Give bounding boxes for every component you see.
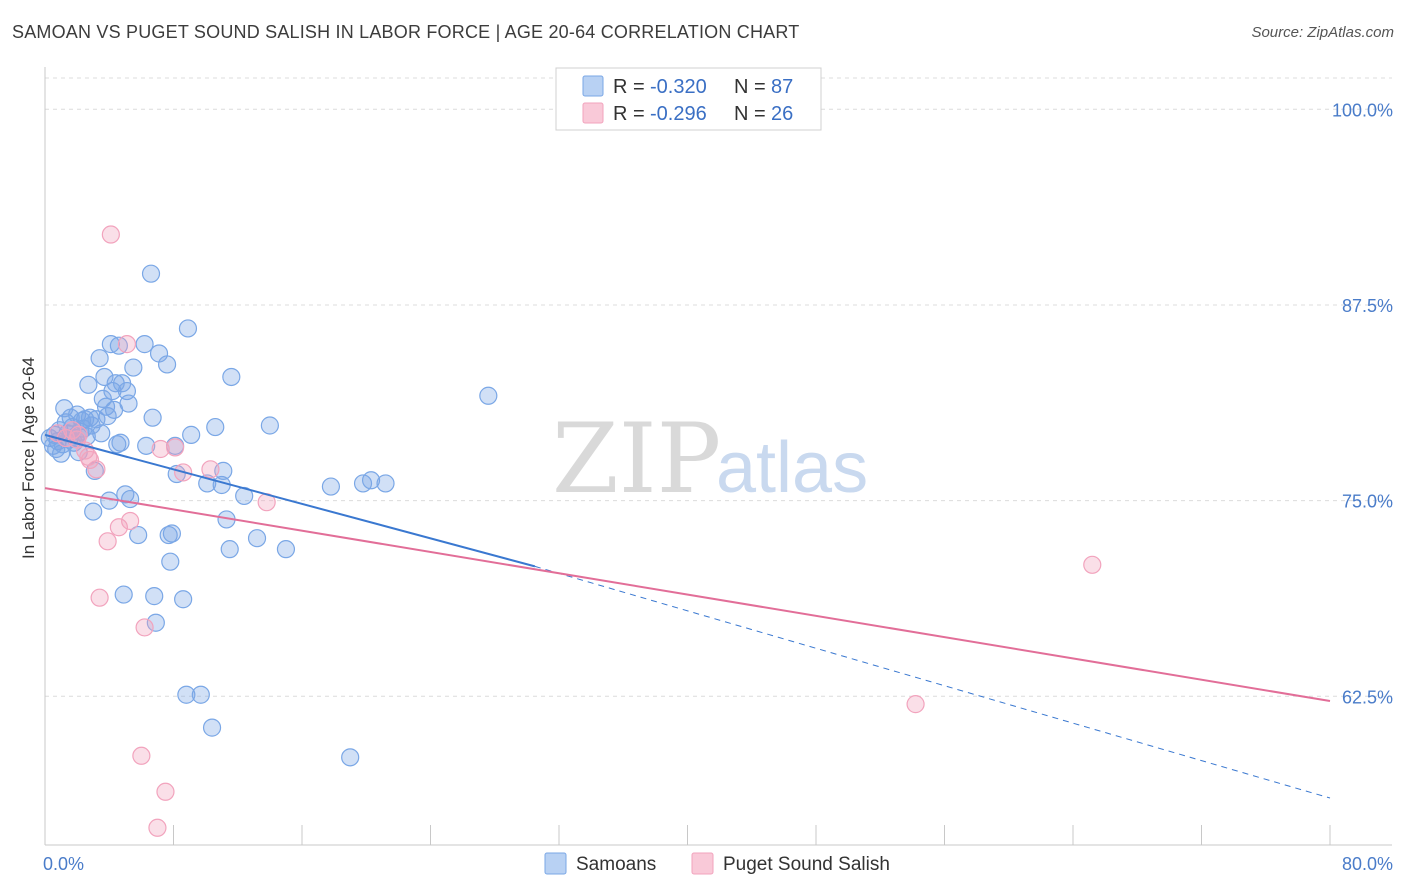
point-samoans-71 [206,417,225,437]
y-tick-labels: 62.5% 75.0% 87.5% 100.0% [1332,100,1393,707]
point-samoans-32 [95,367,114,387]
legend-r-value-2: -0.296 [650,103,707,125]
bottom-legend-swatch-samoans [544,852,567,875]
point-puget-4 [69,425,88,444]
point-samoans-49 [124,358,143,377]
point-samoans-30 [92,424,111,443]
trend-line-samoans [44,433,536,568]
point-samoans-29 [90,349,109,368]
point-puget-20 [166,438,185,457]
point-samoans-23 [79,375,98,394]
point-samoans-51 [135,335,154,354]
point-samoans-53 [141,264,161,283]
bottom-legend-puget: Puget Sound Salish [723,854,890,875]
point-samoans-70 [202,718,222,737]
point-puget-8 [87,460,106,479]
point-puget-25 [1083,555,1102,574]
bottom-legend-samoans: Samoans [576,854,656,875]
point-samoans-65 [177,685,196,704]
point-puget-9 [90,588,109,607]
chart-title: SAMOAN VS PUGET SOUND SALISH IN LABOR FO… [12,22,800,42]
watermark-atlas: atlas [716,428,868,508]
bottom-legend-swatch-puget [691,852,714,875]
legend-n-value-1: 87 [771,76,793,98]
point-puget-14 [121,511,140,531]
point-samoans-82 [341,748,360,767]
watermark: ZIP atlas [552,403,868,515]
x-tick-labels: 0.0% 80.0% [43,854,1393,874]
point-samoans-48 [121,489,140,509]
legend-n-value-2: 26 [771,103,793,125]
point-samoans-84 [361,471,381,490]
point-samoans-50 [129,525,148,545]
point-puget-7 [80,450,100,470]
point-samoans-66 [178,319,198,338]
y-tick-label-3: 100.0% [1332,100,1393,120]
point-samoans-52 [137,436,156,455]
point-puget-22 [201,460,220,479]
point-samoans-85 [376,474,395,493]
point-samoans-54 [143,408,162,427]
point-puget-15 [132,746,151,765]
grid-lines [45,77,1392,697]
point-samoans-47 [119,394,138,413]
axes [44,67,1392,846]
point-samoans-75 [220,540,239,559]
legend-swatch-puget [582,102,604,124]
x-tick-label-1: 80.0% [1342,854,1393,874]
trend-line-puget [44,487,1331,702]
point-samoans-78 [247,529,267,548]
point-samoans-61 [162,524,181,543]
point-puget-19 [156,782,175,801]
point-samoans-60 [161,552,180,571]
y-axis-label: In Labor Force | Age 20-64 [19,357,38,559]
point-samoans-67 [182,425,201,444]
point-samoans-55 [145,587,164,606]
point-puget-12 [109,518,128,537]
legend-r-label-1: R = [613,76,645,98]
point-samoans-76 [222,367,241,387]
point-samoans-68 [191,685,210,704]
point-samoans-56 [146,613,165,632]
legend-r-value-1: -0.320 [650,76,707,98]
point-samoans-28 [87,410,106,429]
point-samoans-79 [260,416,279,435]
y-tick-label-2: 87.5% [1342,296,1393,316]
point-puget-18 [151,439,170,459]
point-puget-16 [135,618,154,637]
point-samoans-26 [84,502,103,521]
point-puget-11 [101,225,120,244]
point-samoans-86 [479,386,498,405]
bottom-legend: Samoans Puget Sound Salish [544,852,890,875]
chart-source: Source: ZipAtlas.com [1251,24,1394,41]
trend-lines [44,433,1331,799]
point-puget-17 [148,818,167,837]
point-puget-13 [117,335,137,354]
watermark-zip: ZIP [552,403,721,515]
y-tick-label-0: 62.5% [1342,687,1393,707]
point-samoans-42 [111,433,130,452]
legend-n-label-1: N = [734,76,766,98]
legend-swatch-samoans [582,75,604,97]
y-tick-label-1: 75.0% [1342,492,1393,512]
point-samoans-58 [157,355,177,374]
x-tick-label-0: 0.0% [43,854,84,874]
legend-r-label-2: R = [613,103,645,125]
point-puget-24 [906,695,925,714]
point-samoans-81 [321,477,341,496]
point-samoans-64 [174,590,193,609]
legend-n-label-2: N = [734,103,766,125]
legend: R = -0.320 N = 87 R = -0.296 N = 26 [555,67,822,131]
point-puget-10 [98,532,117,551]
point-samoans-80 [276,540,296,559]
data-points [40,225,1102,837]
point-samoans-44 [114,585,133,604]
